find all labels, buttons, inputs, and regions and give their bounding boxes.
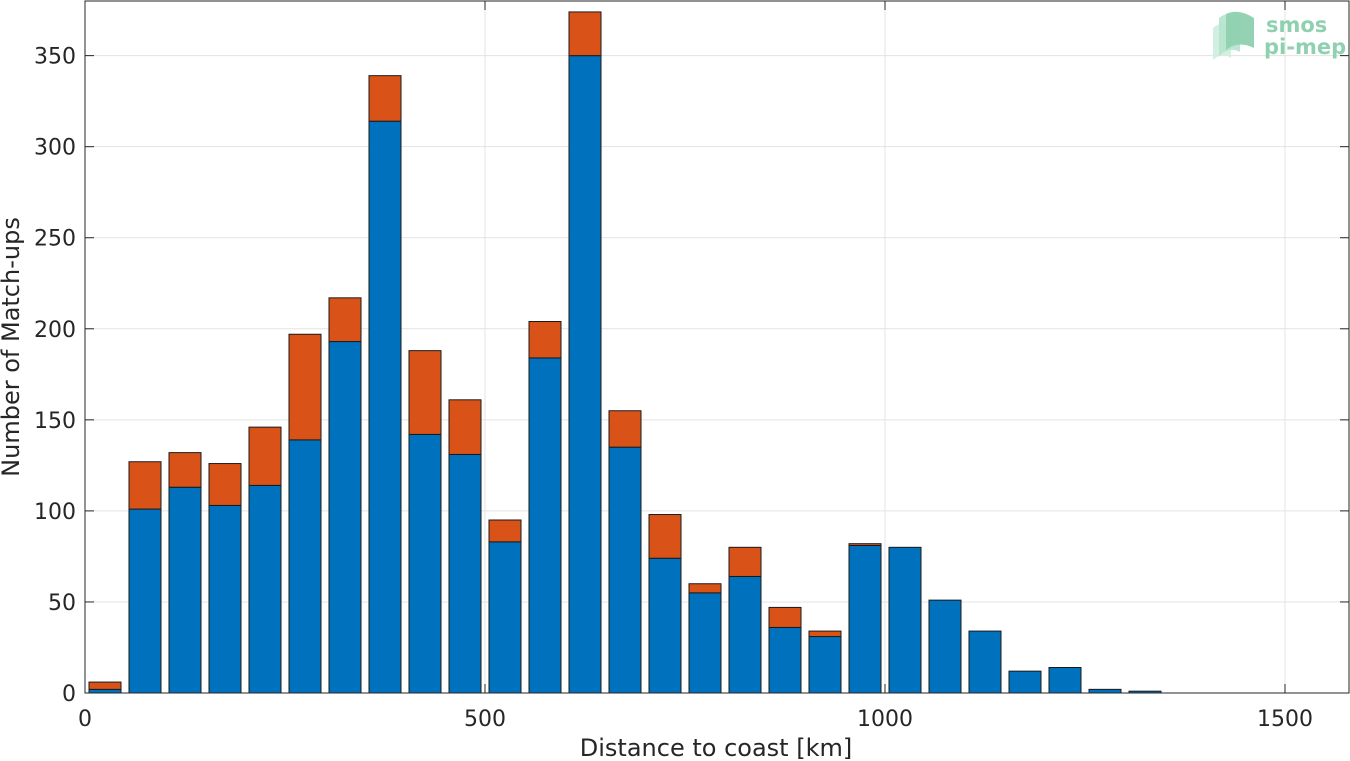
logo-waves-icon bbox=[1213, 11, 1254, 60]
bar-segment-blue bbox=[88, 688, 122, 694]
x-axis-title: Distance to coast [km] bbox=[580, 734, 852, 761]
x-tick-label: 0 bbox=[78, 707, 92, 732]
bar-segment-orange bbox=[488, 519, 522, 543]
bar-segment-orange bbox=[688, 583, 722, 594]
bar-segment-blue bbox=[1088, 688, 1122, 694]
bar-segment-blue bbox=[1008, 670, 1042, 694]
bar-segment-blue bbox=[408, 433, 442, 694]
smos-pi-mep-logo: smos pi-mep bbox=[1213, 11, 1346, 60]
bar-segment-orange bbox=[208, 463, 242, 506]
bar-segment-blue bbox=[528, 357, 562, 694]
x-tick-label: 1500 bbox=[1257, 707, 1313, 732]
bar-segment-blue bbox=[208, 504, 242, 694]
y-tick-label: 150 bbox=[34, 409, 76, 434]
bar-segment-orange bbox=[248, 426, 282, 486]
y-tick-label: 200 bbox=[34, 318, 76, 343]
bar-segment-orange bbox=[568, 11, 602, 57]
bar-segment-blue bbox=[888, 546, 922, 694]
bars bbox=[88, 11, 1162, 694]
bar-segment-blue bbox=[128, 508, 162, 694]
bar-segment-blue bbox=[768, 626, 802, 694]
bar-segment-blue bbox=[848, 544, 882, 694]
bar-segment-blue bbox=[928, 599, 962, 694]
y-tick-label: 0 bbox=[62, 682, 76, 707]
x-tick-label: 500 bbox=[464, 707, 506, 732]
bar-segment-blue bbox=[1048, 667, 1082, 694]
y-tick-label: 300 bbox=[34, 136, 76, 161]
grid bbox=[85, 1, 1349, 693]
bar-segment-orange bbox=[528, 321, 562, 359]
bar-segment-orange bbox=[408, 350, 442, 435]
bar-segment-blue bbox=[968, 630, 1002, 694]
bar-segment-blue bbox=[248, 484, 282, 694]
bar-segment-orange bbox=[88, 681, 122, 690]
logo-line1: smos bbox=[1266, 13, 1327, 37]
y-tick-label: 50 bbox=[48, 591, 76, 616]
bar-segment-orange bbox=[608, 410, 642, 448]
bar-segment-orange bbox=[128, 461, 162, 510]
bar-segment-orange bbox=[368, 75, 402, 122]
bar-segment-orange bbox=[448, 399, 482, 455]
ticks: 0 500 1000 1500 0 50 100 150 200 250 300 350 bbox=[34, 1, 1349, 732]
bar-segment-blue bbox=[648, 557, 682, 694]
bar-segment-blue bbox=[808, 636, 842, 694]
bar-segment-orange bbox=[168, 452, 202, 488]
bar-segment-blue bbox=[288, 439, 322, 694]
bar-segment-blue bbox=[728, 575, 762, 694]
bar-segment-blue bbox=[448, 453, 482, 694]
bar-segment-blue bbox=[608, 446, 642, 694]
bar-segment-blue bbox=[568, 55, 602, 694]
bar-segment-blue bbox=[488, 541, 522, 694]
y-tick-label: 350 bbox=[34, 45, 76, 70]
bar-segment-blue bbox=[168, 486, 202, 694]
logo-line2: pi-mep bbox=[1264, 35, 1346, 59]
bar-segment-blue bbox=[328, 341, 362, 694]
x-tick-label: 1000 bbox=[857, 707, 913, 732]
y-tick-label: 250 bbox=[34, 227, 76, 252]
bar-segment-orange bbox=[328, 297, 362, 343]
bar-segment-orange bbox=[648, 514, 682, 559]
bar-segment-orange bbox=[848, 543, 882, 546]
bar-segment-blue bbox=[688, 592, 722, 694]
y-tick-label: 100 bbox=[34, 500, 76, 525]
bar-segment-orange bbox=[288, 333, 322, 441]
y-axis-title: Number of Match-ups bbox=[0, 217, 25, 477]
bar-segment-blue bbox=[368, 120, 402, 694]
bar-segment-orange bbox=[768, 606, 802, 628]
bar-segment-orange bbox=[728, 546, 762, 577]
bar-segment-orange bbox=[808, 630, 842, 638]
axes-box bbox=[84, 0, 1350, 694]
